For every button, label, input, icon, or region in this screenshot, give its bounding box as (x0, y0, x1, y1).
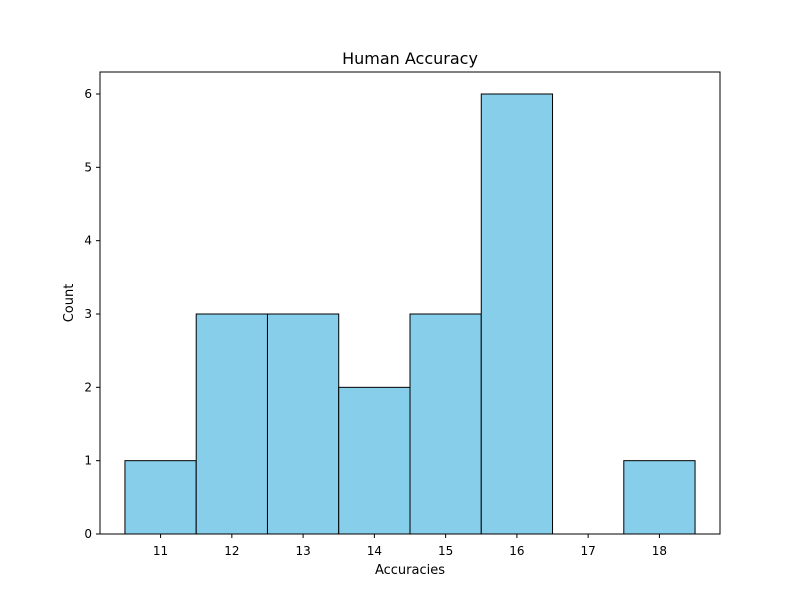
x-tick-label: 12 (224, 544, 239, 558)
x-axis-label: Accuracies (375, 563, 445, 578)
chart-title: Human Accuracy (342, 49, 478, 68)
x-tick-label: 16 (509, 544, 524, 558)
y-tick-label: 1 (84, 454, 92, 468)
bar-group (124, 93, 696, 535)
x-tick-label: 17 (581, 544, 596, 558)
x-tick-label: 18 (652, 544, 667, 558)
y-tick-label: 2 (84, 380, 92, 394)
bar-12 (195, 313, 268, 535)
y-tick-label: 4 (84, 234, 92, 248)
x-tick-label: 13 (295, 544, 310, 558)
y-axis-label: Count (62, 284, 77, 323)
x-tick-label: 15 (438, 544, 453, 558)
bar-14 (338, 386, 411, 535)
y-tick-label: 3 (84, 307, 92, 321)
x-tick-label: 11 (153, 544, 168, 558)
bar-11 (124, 460, 197, 535)
bar-13 (266, 313, 340, 535)
x-axis-ticks: 11 12 13 14 15 16 17 18 (153, 534, 667, 558)
bar-18 (623, 460, 696, 535)
x-tick-label: 14 (367, 544, 382, 558)
bar-15 (409, 313, 482, 535)
y-tick-label: 0 (84, 527, 92, 541)
axes-frame (99, 71, 721, 535)
y-tick-label: 5 (84, 160, 92, 174)
bar-16 (480, 93, 554, 535)
y-axis-ticks: 0 1 2 3 4 5 6 (84, 87, 100, 541)
y-tick-label: 6 (84, 87, 92, 101)
